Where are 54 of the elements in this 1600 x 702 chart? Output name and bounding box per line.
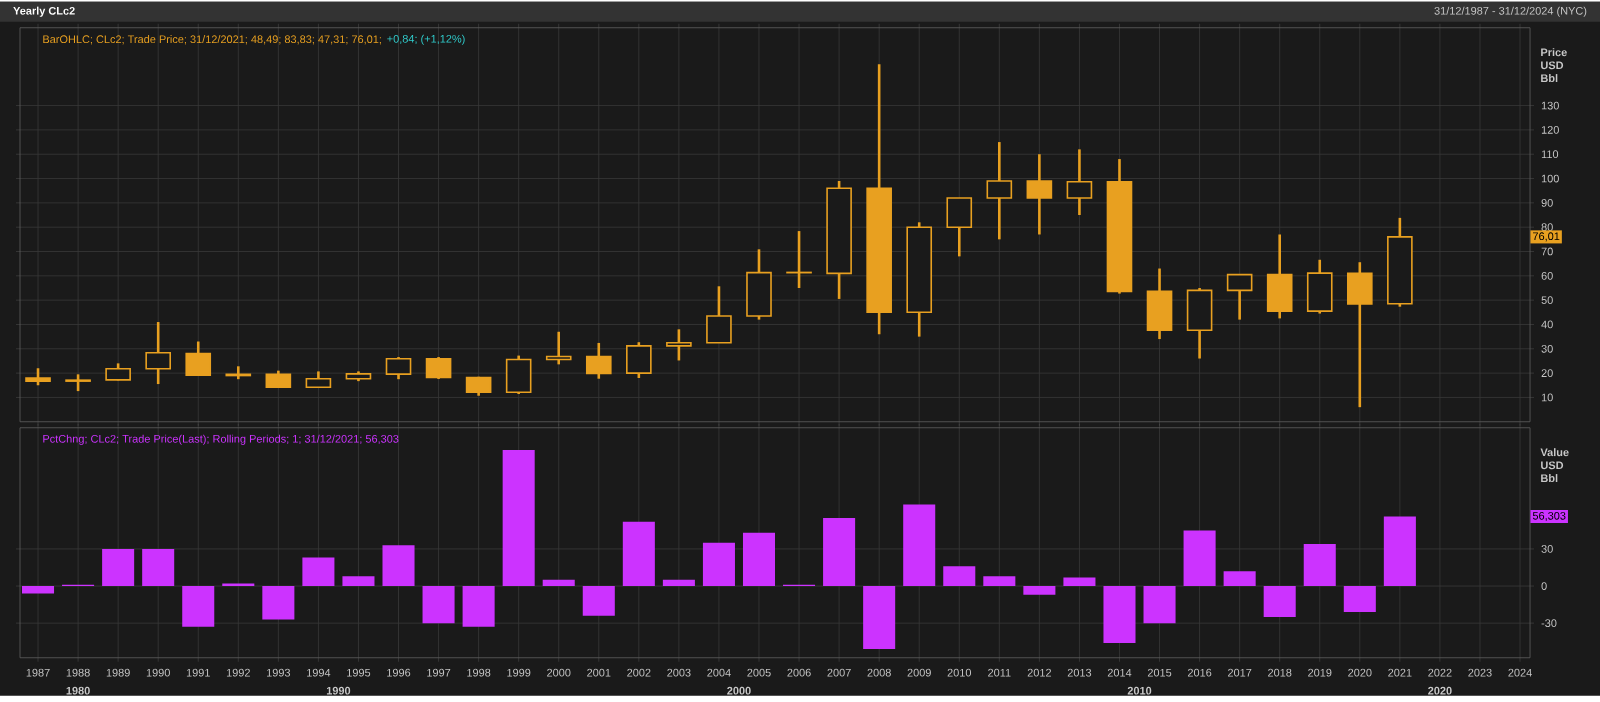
bar [903, 504, 936, 587]
candlestick [1066, 148, 1093, 217]
bar [1063, 577, 1096, 587]
bar [582, 586, 615, 617]
bar [662, 580, 695, 587]
bar [622, 522, 655, 587]
bar [542, 580, 575, 587]
candlestick [185, 340, 212, 378]
bar [262, 586, 295, 620]
candlestick [1266, 233, 1293, 321]
candlestick [1026, 153, 1053, 237]
bar [22, 586, 55, 594]
candlestick [1306, 258, 1333, 316]
candlestick [465, 375, 492, 398]
candlestick [986, 141, 1013, 242]
bar [1103, 586, 1136, 644]
candlestick [666, 328, 692, 363]
bar [182, 586, 215, 628]
bar [863, 586, 896, 650]
candlestick [585, 342, 612, 381]
bar [502, 450, 535, 587]
bar [462, 586, 495, 628]
bar [422, 586, 455, 624]
bar [1383, 516, 1416, 587]
candlestick [1226, 273, 1253, 322]
bar [1183, 530, 1216, 587]
candlestick [425, 356, 452, 381]
candlestick [1186, 287, 1213, 361]
bar [742, 533, 776, 587]
candlestick [946, 197, 973, 259]
candlestick [1146, 267, 1173, 341]
bar [1343, 586, 1376, 613]
bar [983, 576, 1016, 587]
bar [1223, 571, 1256, 587]
bar [702, 543, 735, 587]
bar [1143, 586, 1176, 624]
candlestick [505, 354, 532, 396]
candlestick [746, 248, 772, 322]
bar [102, 549, 135, 587]
bar [943, 566, 976, 587]
bar [342, 576, 375, 587]
candlestick [706, 285, 732, 345]
bar [1303, 544, 1336, 587]
candlestick [626, 341, 652, 380]
candlestick [145, 321, 172, 386]
bar [1263, 586, 1296, 618]
bar [302, 558, 335, 587]
bar [1023, 586, 1056, 596]
candlestick [545, 330, 572, 367]
bar [142, 549, 175, 587]
bar [823, 518, 856, 587]
bar [382, 545, 415, 587]
candlestick [385, 356, 412, 381]
candlestick [1346, 261, 1373, 409]
